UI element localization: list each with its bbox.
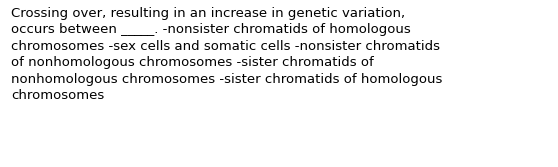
- Text: Crossing over, resulting in an increase in genetic variation,
occurs between ___: Crossing over, resulting in an increase …: [11, 7, 442, 102]
